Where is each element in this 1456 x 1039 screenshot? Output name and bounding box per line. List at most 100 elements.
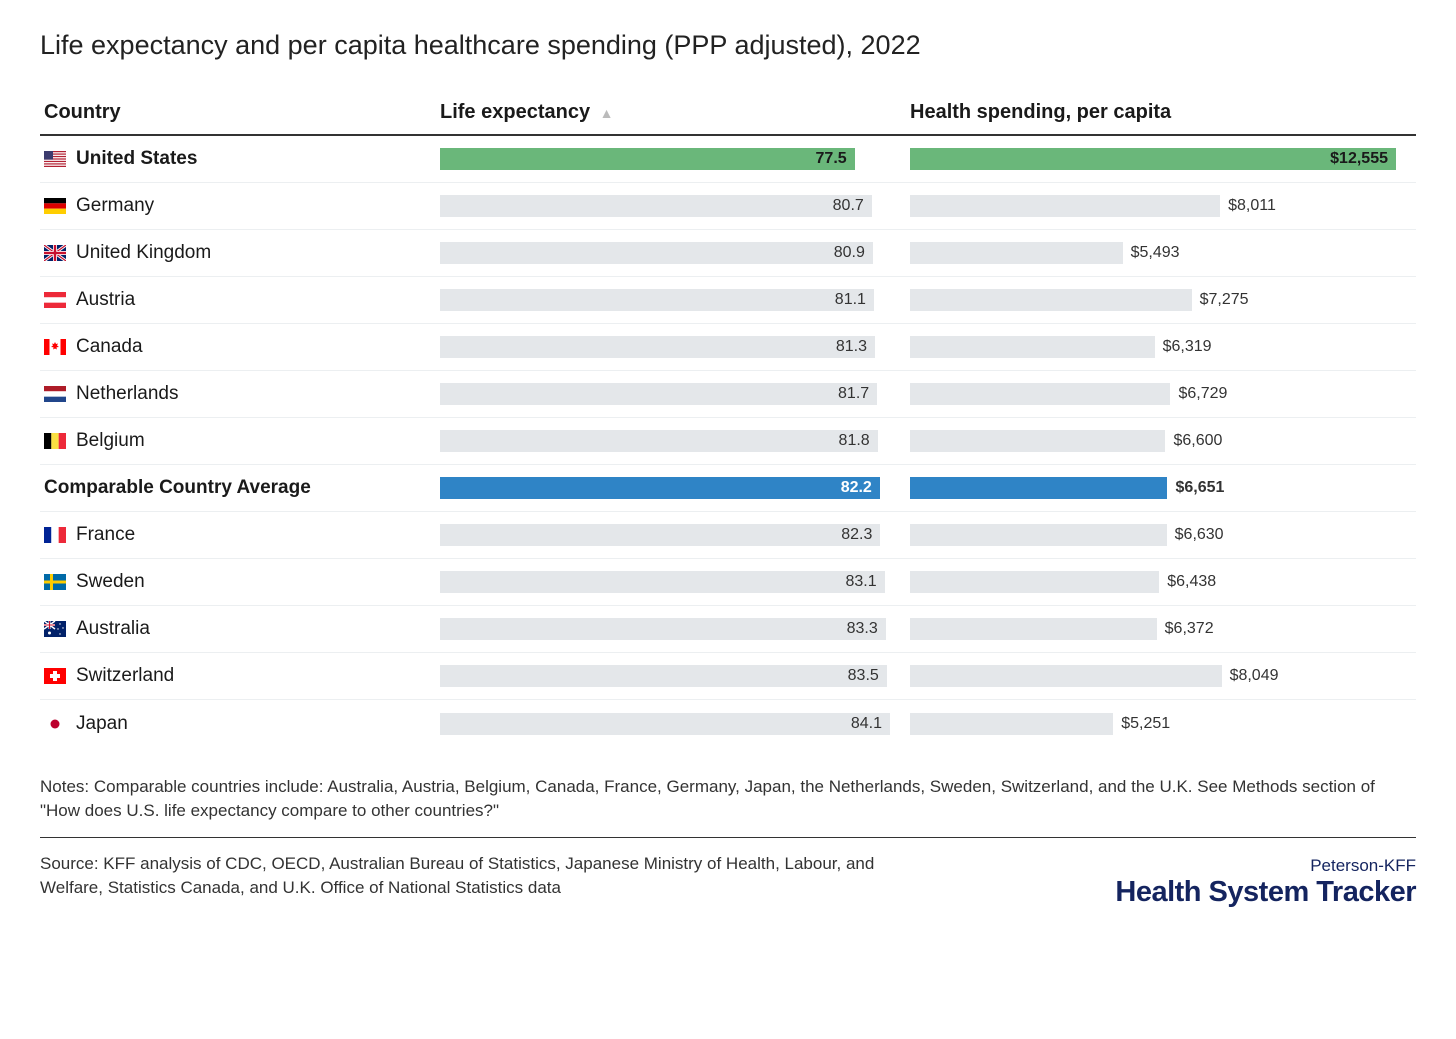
header-health-spending[interactable]: Health spending, per capita	[910, 101, 1416, 124]
life-expectancy-bar: 83.5	[440, 665, 887, 687]
life-expectancy-bar: 81.8	[440, 430, 878, 452]
table-row: Sweden 83.1 $6,438	[40, 559, 1416, 606]
health-spending-bar: $6,630	[910, 524, 1167, 546]
life-expectancy-value: 80.9	[834, 244, 865, 262]
health-spending-bar: $8,049	[910, 665, 1222, 687]
country-cell: Australia	[40, 618, 440, 640]
health-spending-value: $7,275	[1192, 291, 1249, 309]
country-name: Comparable Country Average	[44, 477, 311, 499]
health-spending-bar: $6,319	[910, 336, 1155, 358]
health-spending-value: $12,555	[1330, 150, 1388, 168]
country-name: Australia	[76, 618, 150, 640]
health-spending-bar: $6,651	[910, 477, 1167, 499]
notes-text: Notes: Comparable countries include: Aus…	[40, 775, 1416, 838]
country-name: United States	[76, 148, 197, 170]
table-row: United Kingdom 80.9 $5,493	[40, 230, 1416, 277]
us-flag-icon	[44, 151, 66, 167]
life-expectancy-bar-cell: 81.7	[440, 380, 910, 408]
country-cell: Netherlands	[40, 383, 440, 405]
life-expectancy-bar-cell: 77.5	[440, 145, 910, 173]
health-spending-value: $6,372	[1157, 620, 1214, 638]
header-life-label: Life expectancy	[440, 101, 590, 123]
life-expectancy-bar: 84.1	[440, 713, 890, 735]
health-spending-value: $6,319	[1155, 338, 1212, 356]
life-expectancy-bar: 81.7	[440, 383, 877, 405]
life-expectancy-bar-cell: 83.5	[440, 662, 910, 690]
jp-flag-icon	[44, 716, 66, 732]
table-row: Belgium 81.8 $6,600	[40, 418, 1416, 465]
header-country[interactable]: Country	[40, 101, 440, 124]
country-cell: Canada	[40, 336, 440, 358]
table-row: Switzerland83.5$8,049	[40, 653, 1416, 700]
health-spending-value: $5,493	[1123, 244, 1180, 262]
life-expectancy-bar: 83.1	[440, 571, 885, 593]
country-cell: Sweden	[40, 571, 440, 593]
health-spending-bar: $6,600	[910, 430, 1165, 452]
life-expectancy-value: 77.5	[816, 150, 847, 168]
country-cell: Comparable Country Average	[40, 477, 440, 499]
life-expectancy-value: 83.1	[846, 573, 877, 591]
country-name: Austria	[76, 289, 135, 311]
table-row: Germany80.7$8,011	[40, 183, 1416, 230]
table-body: United States77.5$12,555Germany80.7$8,01…	[40, 136, 1416, 747]
table-row: Australia 83.3 $6,372	[40, 606, 1416, 653]
health-spending-bar-cell: $6,729	[910, 380, 1416, 408]
life-expectancy-value: 81.8	[839, 432, 870, 450]
health-spending-bar-cell: $7,275	[910, 286, 1416, 314]
country-name: Germany	[76, 195, 154, 217]
health-spending-bar-cell: $8,049	[910, 662, 1416, 690]
country-name: Canada	[76, 336, 143, 358]
health-spending-value: $6,651	[1167, 479, 1224, 497]
peterson-kff-logo: Peterson-KFF Health System Tracker	[1115, 852, 1416, 909]
health-spending-bar: $7,275	[910, 289, 1192, 311]
health-spending-value: $8,011	[1220, 197, 1276, 215]
life-expectancy-value: 81.7	[838, 385, 869, 403]
life-expectancy-bar-cell: 83.1	[440, 568, 910, 596]
se-flag-icon	[44, 574, 66, 590]
life-expectancy-bar: 82.2	[440, 477, 880, 499]
health-spending-bar-cell: $8,011	[910, 192, 1416, 220]
health-spending-bar: $5,251	[910, 713, 1113, 735]
health-spending-bar-cell: $6,372	[910, 615, 1416, 643]
health-spending-value: $6,438	[1159, 573, 1216, 591]
at-flag-icon	[44, 292, 66, 308]
country-name: Japan	[76, 713, 128, 735]
life-expectancy-value: 83.5	[848, 667, 879, 685]
country-cell: Japan	[40, 713, 440, 735]
life-expectancy-bar-cell: 83.3	[440, 615, 910, 643]
life-expectancy-value: 81.1	[835, 291, 866, 309]
health-spending-bar: $12,555	[910, 148, 1396, 170]
country-cell: United Kingdom	[40, 242, 440, 264]
au-flag-icon	[44, 621, 66, 637]
life-expectancy-bar-cell: 81.1	[440, 286, 910, 314]
table-header: Country Life expectancy ▲ Health spendin…	[40, 101, 1416, 136]
nl-flag-icon	[44, 386, 66, 402]
life-expectancy-bar: 77.5	[440, 148, 855, 170]
table-row: Netherlands 81.7 $6,729	[40, 371, 1416, 418]
health-spending-bar: $6,438	[910, 571, 1159, 593]
life-expectancy-bar-cell: 81.8	[440, 427, 910, 455]
life-expectancy-bar-cell: 80.7	[440, 192, 910, 220]
health-spending-bar: $5,493	[910, 242, 1123, 264]
country-name: Belgium	[76, 430, 145, 452]
life-expectancy-value: 84.1	[851, 715, 882, 733]
health-spending-bar: $8,011	[910, 195, 1220, 217]
health-spending-bar-cell: $6,630	[910, 521, 1416, 549]
sort-ascending-icon: ▲	[600, 105, 614, 121]
country-cell: France	[40, 524, 440, 546]
country-cell: Germany	[40, 195, 440, 217]
country-cell: Austria	[40, 289, 440, 311]
chart-title: Life expectancy and per capita healthcar…	[40, 30, 1416, 61]
health-spending-value: $8,049	[1222, 667, 1279, 685]
ch-flag-icon	[44, 668, 66, 684]
country-name: France	[76, 524, 135, 546]
chart-footer: Source: KFF analysis of CDC, OECD, Austr…	[40, 852, 1416, 909]
life-expectancy-bar: 83.3	[440, 618, 886, 640]
ca-flag-icon	[44, 339, 66, 355]
country-name: Sweden	[76, 571, 145, 593]
logo-top-line: Peterson-KFF	[1115, 856, 1416, 876]
de-flag-icon	[44, 198, 66, 214]
table-row: Japan 84.1 $5,251	[40, 700, 1416, 747]
life-expectancy-bar-cell: 80.9	[440, 239, 910, 267]
header-life-expectancy[interactable]: Life expectancy ▲	[440, 101, 910, 124]
